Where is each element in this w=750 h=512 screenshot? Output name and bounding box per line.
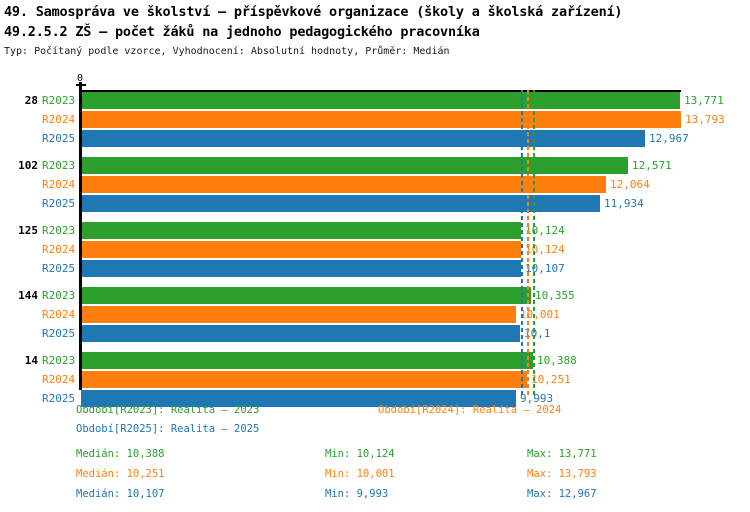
bar[interactable]: [81, 325, 520, 342]
series-label: R2024: [42, 243, 76, 256]
bar[interactable]: [81, 222, 521, 239]
chart-meta-line: Typ: Počítaný podle vzorce, Vyhodnocení:…: [4, 46, 450, 57]
axis-top-line: [81, 90, 681, 92]
bar-row: R2023 10,124: [0, 222, 750, 239]
statistic-min-r2024: Min: 10,001: [325, 468, 395, 480]
chart-header: 49. Samospráva ve školství – příspěvkové…: [4, 2, 748, 60]
bar-row: R2024 10,124: [0, 241, 750, 258]
series-label: R2023: [42, 289, 76, 302]
statistic-median-r2024: Medián: 10,251: [76, 468, 165, 480]
series-label: R2025: [42, 262, 76, 275]
statistic-max-r2025: Max: 12,967: [527, 488, 597, 500]
bar-value-label: 9,993: [520, 392, 554, 405]
legend-item-r2024[interactable]: Období[R2024]: Realita – 2024: [378, 404, 562, 416]
bar-row: R2025 11,934: [0, 195, 750, 212]
bar-row: R2025 10,107: [0, 260, 750, 277]
bar-row: R2025 9,993: [0, 390, 750, 407]
median-reference-line: [533, 90, 535, 395]
axis-vertical-spine: [79, 82, 82, 390]
bar[interactable]: [81, 260, 521, 277]
bar[interactable]: [81, 241, 521, 258]
bar-value-label: 10,1: [524, 327, 551, 340]
bar-group-label: 102: [18, 159, 38, 172]
series-label: R2024: [42, 308, 76, 321]
bar-row: R2024 13,793: [0, 111, 750, 128]
bar-row: R2023 13,771: [0, 92, 750, 109]
bar-value-label: 12,967: [649, 132, 689, 145]
series-label: R2025: [42, 392, 76, 405]
series-label: R2023: [42, 354, 76, 367]
bar-row: R2023 10,388: [0, 352, 750, 369]
bar-row: R2023 10,355: [0, 287, 750, 304]
bar[interactable]: [81, 176, 606, 193]
bar[interactable]: [81, 390, 516, 407]
bar-value-label: 10,388: [537, 354, 577, 367]
page-title: 49. Samospráva ve školství – příspěvkové…: [4, 4, 623, 20]
bar-row: R2025 12,967: [0, 130, 750, 147]
statistic-min-r2025: Min: 9,993: [325, 488, 389, 500]
series-label: R2023: [42, 94, 76, 107]
statistic-min-r2023: Min: 10,124: [325, 448, 395, 460]
bar-group: 102 R2023 12,571 R2024 12,064 R2025 11,934: [0, 157, 750, 212]
statistics-row: Medián: 10,388 Min: 10,124 Max: 13,771: [0, 447, 750, 467]
bar-value-label: 10,001: [520, 308, 560, 321]
statistic-median-r2023: Medián: 10,388: [76, 448, 165, 460]
series-label: R2024: [42, 373, 76, 386]
bar-group-label: 125: [18, 224, 38, 237]
bar-value-label: 10,355: [535, 289, 575, 302]
statistics-row: Medián: 10,251 Min: 10,001 Max: 13,793: [0, 467, 750, 487]
axis-zero-label: 0: [77, 73, 84, 84]
bar-group: 125 R2023 10,124 R2024 10,124 R2025 10,107: [0, 222, 750, 277]
series-label: R2025: [42, 327, 76, 340]
bar[interactable]: [81, 306, 516, 323]
statistics-row: Medián: 10,107 Min: 9,993 Max: 12,967: [0, 487, 750, 507]
series-label: R2024: [42, 178, 76, 191]
bar-row: R2024 10,001: [0, 306, 750, 323]
bar-value-label: 10,251: [531, 373, 571, 386]
legend-item-r2025[interactable]: Období[R2025]: Realita – 2025: [76, 423, 260, 435]
bar[interactable]: [81, 352, 533, 369]
bar-value-label: 10,107: [525, 262, 565, 275]
bar-value-label: 13,771: [684, 94, 724, 107]
bar[interactable]: [81, 195, 600, 212]
bar-group-label: 14: [24, 354, 38, 367]
bar-row: R2024 10,251: [0, 371, 750, 388]
bar-group-label: 144: [18, 289, 38, 302]
bar-group: 28 R2023 13,771 R2024 13,793 R2025 12,967: [0, 92, 750, 147]
bar[interactable]: [81, 157, 628, 174]
statistic-median-r2025: Medián: 10,107: [76, 488, 165, 500]
page-subtitle: 49.2.5.2 ZŠ – počet žáků na jednoho peda…: [4, 24, 480, 40]
series-label: R2024: [42, 113, 76, 126]
legend-item-r2023[interactable]: Období[R2023]: Realita – 2023: [76, 404, 260, 416]
median-reference-line: [521, 90, 523, 395]
bar-value-label: 12,571: [632, 159, 672, 172]
median-reference-line: [527, 90, 529, 395]
statistic-max-r2024: Max: 13,793: [527, 468, 597, 480]
bar[interactable]: [81, 111, 681, 128]
bar[interactable]: [81, 92, 680, 109]
bar-group-label: 28: [24, 94, 38, 107]
bar-value-label: 10,124: [525, 243, 565, 256]
series-label: R2025: [42, 132, 76, 145]
series-label: R2023: [42, 159, 76, 172]
bar[interactable]: [81, 130, 645, 147]
bar[interactable]: [81, 287, 531, 304]
bar[interactable]: [81, 371, 527, 388]
bar-value-label: 10,124: [525, 224, 565, 237]
statistic-max-r2023: Max: 13,771: [527, 448, 597, 460]
series-label: R2025: [42, 197, 76, 210]
bar-group: 14 R2023 10,388 R2024 10,251 R2025 9,993: [0, 352, 750, 407]
bar-value-label: 12,064: [610, 178, 650, 191]
bar-value-label: 11,934: [604, 197, 644, 210]
bar-row: R2024 12,064: [0, 176, 750, 193]
bar-value-label: 13,793: [685, 113, 725, 126]
chart-statistics: Medián: 10,388 Min: 10,124 Max: 13,771 Medi…: [0, 447, 750, 507]
bar-row: R2023 12,571: [0, 157, 750, 174]
bar-row: R2025 10,1: [0, 325, 750, 342]
bar-chart-plot-area: 0 28 R2023 13,771 R2024 13,793 R2025 12,967 102…: [0, 70, 750, 407]
series-label: R2023: [42, 224, 76, 237]
bar-group: 144 R2023 10,355 R2024 10,001 R2025 10,1: [0, 287, 750, 342]
